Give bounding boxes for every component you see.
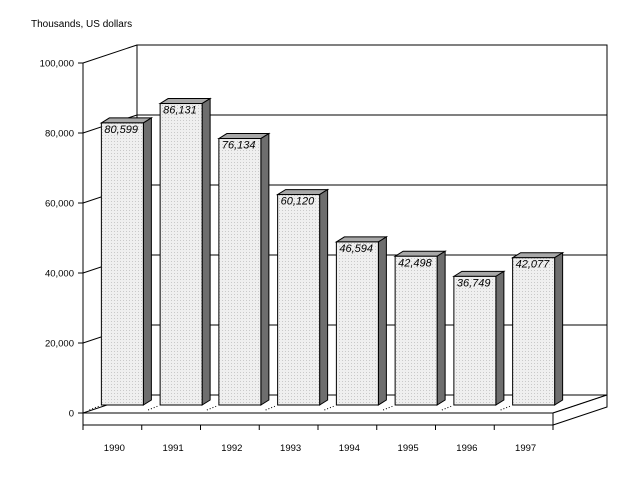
bar-value-label: 36,749 <box>457 277 491 289</box>
bars: 80,599 86,131 76,134 60,120 46,594 42,498 36,7… <box>89 97 565 411</box>
bar-front <box>277 194 321 406</box>
bar-value-label: 86,131 <box>163 105 197 117</box>
bar: 42,077 <box>500 251 565 411</box>
bar-front <box>218 138 262 406</box>
bar-value-label: 46,594 <box>339 243 373 255</box>
y-axis: 0 20,000 40,000 60,000 80,000 100,000 <box>40 59 83 420</box>
x-axis: 1990 1991 1992 1993 1994 1995 1996 1997 <box>82 425 554 454</box>
bar: 42,498 <box>382 250 447 411</box>
y-tick-label: 100,000 <box>40 59 74 70</box>
bar-side <box>554 251 564 406</box>
y-tick-label: 80,000 <box>45 129 74 140</box>
bar-front <box>159 103 203 406</box>
bar-value-label: 80,599 <box>104 124 138 136</box>
x-tick-label: 1994 <box>339 443 360 454</box>
bar: 60,120 <box>265 188 330 411</box>
x-tick-label: 1997 <box>515 443 536 454</box>
bar-value-label: 42,077 <box>516 259 551 271</box>
bar: 80,599 <box>89 117 154 411</box>
bar-front <box>453 275 497 406</box>
bar-front <box>335 241 379 406</box>
bar-front <box>394 255 438 406</box>
bar-value-label: 42,498 <box>398 257 433 269</box>
x-tick-label: 1992 <box>221 443 242 454</box>
bar-side <box>201 97 211 406</box>
y-tick-label: 60,000 <box>45 199 74 210</box>
bar: 46,594 <box>324 236 389 411</box>
bar: 36,749 <box>441 270 506 411</box>
bar: 86,131 <box>147 97 212 411</box>
x-tick-label: 1995 <box>398 443 419 454</box>
gridline-diagonal <box>82 44 138 64</box>
y-tick-label: 40,000 <box>45 269 74 280</box>
y-axis-unit-label: Thousands, US dollars <box>31 19 132 30</box>
y-tick-label: 0 <box>69 409 74 420</box>
bar-side <box>142 117 152 406</box>
x-tick-label: 1990 <box>104 443 125 454</box>
bar-value-label: 76,134 <box>222 140 256 152</box>
x-tick-label: 1996 <box>456 443 477 454</box>
bar-side <box>377 236 387 406</box>
x-tick-label: 1991 <box>163 443 184 454</box>
y-tick-label: 20,000 <box>45 339 74 350</box>
x-tick-label: 1993 <box>280 443 301 454</box>
bar-side <box>436 250 446 406</box>
bar-value-label: 60,120 <box>281 196 316 208</box>
bar-side <box>495 270 505 406</box>
floor-side <box>552 394 608 426</box>
bar: 76,134 <box>206 132 271 411</box>
bar-front <box>100 122 144 406</box>
bar-side <box>260 132 270 406</box>
bar-side <box>319 188 329 406</box>
bar-front <box>512 257 556 406</box>
floor-front <box>82 412 554 426</box>
